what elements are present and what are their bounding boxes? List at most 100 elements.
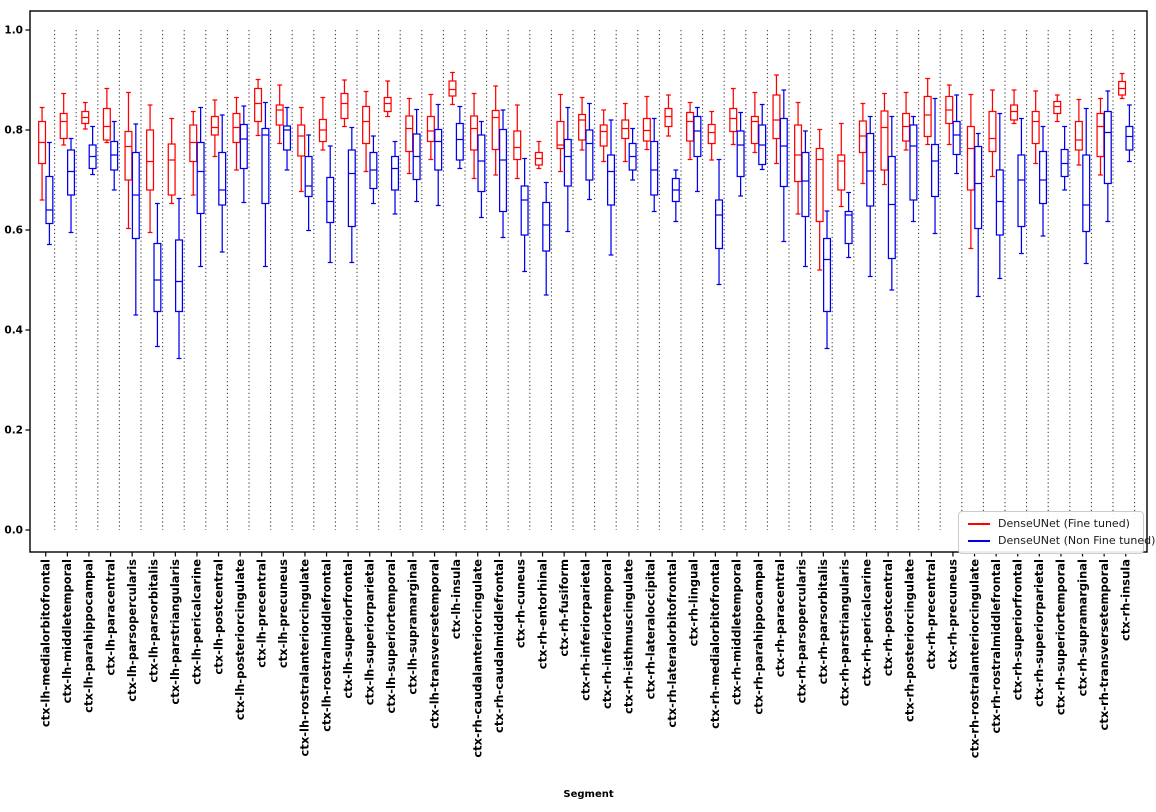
box-0-ctx-rh-parahippocampal [750, 91, 759, 154]
box-1-ctx-lh-parstriangularis [174, 197, 184, 360]
x-tick-label: ctx-rh-parstriangularis [838, 559, 852, 706]
box-0-ctx-rh-pericalcarine [858, 102, 867, 185]
y-tick-label: 0.8 [4, 125, 23, 137]
x-tick-label: ctx-lh-pericalcarine [190, 559, 204, 685]
box-0-ctx-lh-supramarginal [405, 97, 414, 175]
box-0-ctx-rh-caudalanteriorcingulate [470, 92, 479, 180]
box-0-ctx-rh-entorhinal [534, 140, 543, 170]
x-tick-label: ctx-rh-paracentral [773, 559, 787, 677]
x-tick-label: ctx-rh-medialorbitofrontal [708, 559, 722, 729]
box-1-ctx-rh-inferiortemporal [606, 119, 616, 256]
box-0-ctx-lh-superiortemporal [383, 80, 392, 118]
box-1-ctx-lh-parsopercularis [131, 123, 140, 316]
box-0-ctx-lh-parahippocampal [81, 101, 90, 130]
box-1-ctx-rh-cuneus [520, 157, 529, 273]
box-1-ctx-lh-middletemporal [66, 137, 76, 234]
series-non-fine-tuned [45, 89, 1134, 360]
legend-line-red-icon [968, 522, 990, 525]
x-tick-label: ctx-rh-isthmuscingulate [622, 559, 636, 714]
box-0-ctx-lh-superiorfrontal [340, 79, 349, 128]
box-1-ctx-rh-superiorfrontal [1017, 117, 1026, 255]
box-0-ctx-lh-parsorbitalis [146, 104, 155, 234]
box-0-ctx-lh-transversetemporal [426, 93, 435, 161]
legend-label-non-fine-tuned: DenseUNet (Non Fine tuned) [998, 534, 1156, 547]
box-1-ctx-lh-parsorbitalis [153, 202, 162, 348]
x-tick-label: ctx-rh-lateralorbitofrontal [665, 559, 679, 728]
x-tick-label: ctx-lh-precuneus [276, 559, 290, 668]
x-tick-label: ctx-rh-parahippocampal [751, 559, 765, 715]
x-tick-label: ctx-lh-postcentral [211, 559, 225, 675]
box-1-ctx-lh-precuneus [282, 106, 292, 171]
box-1-ctx-rh-lateraloccipital [650, 117, 659, 213]
x-tick-label: ctx-lh-transversetemporal [427, 559, 441, 729]
box-0-ctx-rh-lingual [686, 101, 695, 161]
box-1-ctx-rh-fusiform [563, 106, 572, 233]
box-1-ctx-rh-precentral [930, 97, 940, 235]
box-0-ctx-rh-superiortemporal [1053, 94, 1062, 123]
box-0-ctx-lh-insula [448, 71, 457, 106]
x-tick-label: ctx-rh-parsopercularis [795, 559, 809, 704]
box-1-ctx-rh-rostralanteriorcingulate [974, 132, 983, 298]
x-tick-label: ctx-rh-transversetemporal [1097, 559, 1111, 731]
y-tick-label: 1.0 [4, 25, 23, 37]
box-1-ctx-rh-parstriangularis [844, 191, 853, 259]
series-fine-tuned [38, 71, 1127, 271]
x-tick-label: ctx-rh-parsorbitalis [816, 559, 830, 685]
box-1-ctx-rh-transversetemporal [1103, 90, 1112, 223]
x-tick-label: ctx-lh-parstriangularis [168, 559, 182, 705]
box-0-ctx-lh-rostralanteriorcingulate [297, 106, 306, 193]
x-tick-label: ctx-lh-parahippocampal [82, 559, 96, 713]
box-1-ctx-rh-parsorbitalis [822, 210, 832, 350]
x-tick-label: ctx-lh-insula [449, 559, 463, 639]
y-axis: 0.0 0.2 0.4 0.6 0.8 1.0 [4, 25, 30, 537]
box-1-ctx-rh-posteriorcingulate [909, 115, 918, 223]
box-0-ctx-rh-rostralmiddlefrontal [988, 89, 997, 178]
box-0-ctx-rh-fusiform [556, 93, 565, 173]
legend-item-non-fine-tuned: DenseUNet (Non Fine tuned) [968, 534, 1155, 547]
box-0-ctx-lh-precentral [254, 78, 263, 137]
box-1-ctx-rh-paracentral [779, 89, 788, 243]
box-0-ctx-rh-cuneus [513, 104, 522, 180]
x-tick-label: ctx-lh-parsopercularis [125, 559, 139, 702]
box-0-ctx-rh-lateralorbitofrontal [664, 94, 673, 137]
box-0-ctx-rh-postcentral [880, 92, 889, 186]
box-0-ctx-rh-rostralanteriorcingulate [966, 93, 975, 250]
box-0-ctx-lh-postcentral [210, 99, 219, 158]
box-1-ctx-lh-paracentral [110, 120, 119, 191]
box-1-ctx-lh-medialorbitofrontal [45, 141, 54, 246]
box-1-ctx-rh-insula [1125, 104, 1134, 163]
x-tick-label: ctx-rh-inferiortemporal [600, 559, 614, 709]
x-tick-label: ctx-rh-inferiorparietal [579, 559, 593, 701]
legend: DenseUNet (Fine tuned) DenseUNet (Non Fi… [958, 511, 1155, 554]
box-1-ctx-rh-entorhinal [542, 181, 551, 296]
x-tick-label: ctx-rh-precentral [924, 559, 938, 670]
box-1-ctx-rh-supramarginal [1082, 107, 1091, 265]
x-tick-label: ctx-rh-precuneus [946, 559, 960, 670]
box-1-ctx-lh-superiortemporal [390, 140, 400, 215]
box-0-ctx-rh-parsopercularis [794, 101, 803, 215]
box-1-ctx-lh-posteriorcingulate [239, 105, 248, 204]
x-tick-label: ctx-rh-rostralanteriorcingulate [967, 559, 981, 758]
y-tick-label: 0.6 [4, 225, 23, 237]
box-1-ctx-rh-medialorbitofrontal [714, 158, 724, 286]
box-1-ctx-rh-parsopercularis [801, 130, 810, 268]
box-1-ctx-lh-pericalcarine [196, 106, 205, 268]
x-tick-label: ctx-lh-paracentral [103, 559, 117, 676]
box-1-ctx-lh-insula [455, 105, 464, 170]
legend-label-fine-tuned: DenseUNet (Fine tuned) [998, 517, 1130, 530]
box-0-ctx-lh-middletemporal [59, 92, 68, 146]
x-axis-title: Segment [563, 789, 614, 800]
box-1-ctx-lh-rostralmiddlefrontal [326, 145, 335, 264]
box-1-ctx-lh-postcentral [218, 114, 227, 253]
box-1-ctx-rh-lingual [693, 106, 702, 193]
box-0-ctx-rh-medialorbitofrontal [707, 110, 716, 161]
box-0-ctx-rh-supramarginal [1074, 98, 1083, 166]
box-1-ctx-rh-lateralorbitofrontal [671, 169, 680, 223]
box-0-ctx-rh-inferiorparietal [578, 96, 587, 151]
box-1-ctx-rh-precuneus [952, 94, 961, 175]
box-0-ctx-rh-parsorbitalis [815, 128, 824, 271]
box-0-ctx-rh-precuneus [945, 84, 954, 146]
box-0-ctx-rh-middletemporal [729, 87, 738, 146]
x-tick-label: ctx-rh-superiortemporal [1054, 559, 1068, 715]
x-tick-label: ctx-rh-superiorfrontal [1011, 559, 1025, 700]
